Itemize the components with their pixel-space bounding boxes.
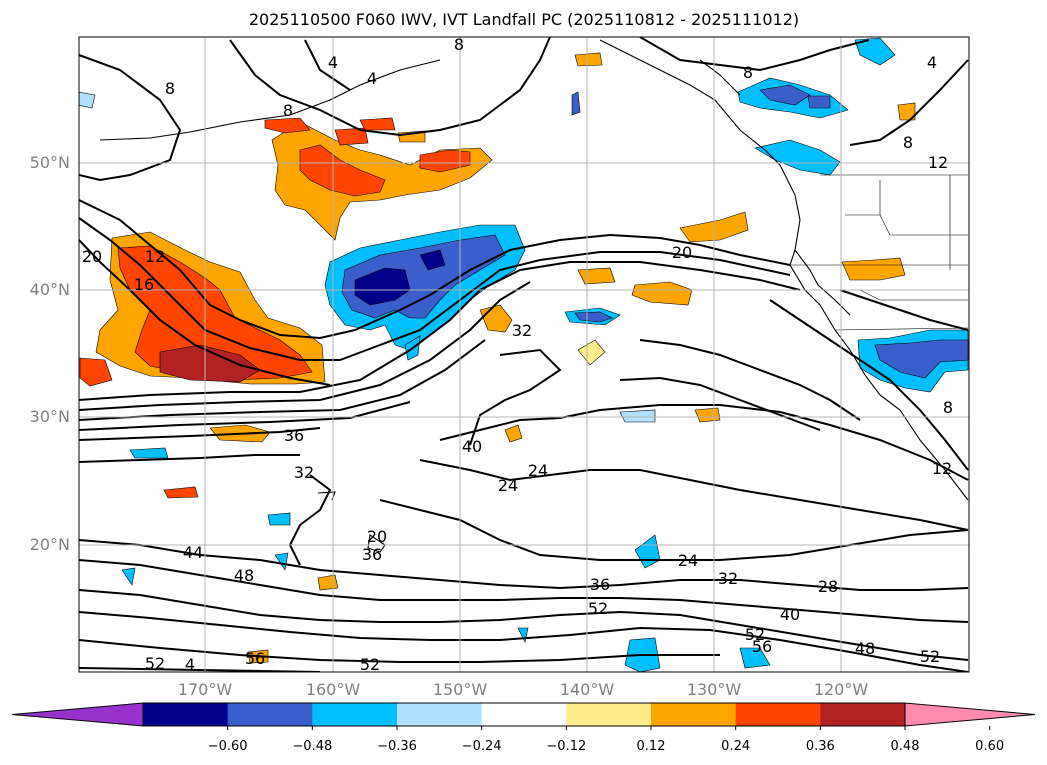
colorbar-extend-max: [904, 702, 1036, 727]
contour-label: 8: [454, 35, 464, 54]
contour-label: 52: [145, 654, 165, 673]
contour-label: 24: [528, 461, 548, 480]
colorbar-tick-label: −0.24: [461, 739, 502, 754]
contour-label: 56: [245, 649, 265, 668]
contour-label: 8: [165, 79, 175, 98]
contour-label: 8: [903, 133, 913, 152]
contour-label: 16: [134, 275, 154, 294]
contour-label: 4: [367, 69, 377, 88]
colorbar-segments: [11, 702, 1036, 730]
contour-label: 28: [818, 577, 838, 596]
contour-label: 4: [927, 53, 937, 72]
colorbar-segment: [227, 703, 313, 726]
contour-label: 20: [367, 527, 387, 546]
map-frame: [78, 36, 970, 673]
contour-label: 52: [745, 625, 765, 644]
contour-label: 8: [943, 398, 953, 417]
contour-label: 44: [183, 543, 203, 562]
contour-label: 12: [928, 153, 948, 172]
map-panel: 8 4 4 8 8 8 4 8 12 20 12 16 20 32 36 40 …: [79, 35, 969, 674]
lon-label-150w: 150°W: [432, 680, 488, 699]
lat-label-40n: 40°N: [29, 280, 70, 299]
lat-label-20n: 20°N: [29, 535, 70, 554]
contour-label: 8: [743, 63, 753, 82]
colorbar-tick-label: −0.48: [292, 739, 333, 754]
contour-label: 40: [462, 437, 482, 456]
colorbar-extend-min: [11, 702, 144, 727]
contour-label: 8: [283, 101, 293, 120]
colorbar-tick-label: 0.24: [721, 739, 751, 754]
contour-label: 40: [780, 605, 800, 624]
colorbar-segment: [481, 703, 567, 726]
colorbar-tick-label: −0.12: [546, 739, 587, 754]
lon-label-120w: 120°W: [813, 680, 869, 699]
contour-label: 24: [498, 476, 518, 495]
colorbar-segment: [397, 703, 483, 726]
colorbar-tick-label: −0.60: [207, 739, 248, 754]
coastlines: [99, 39, 969, 553]
contour-label: 12: [145, 247, 165, 266]
lon-label-160w: 160°W: [305, 680, 361, 699]
contour-label: 52: [360, 655, 380, 674]
contour-label: 52: [588, 599, 608, 618]
contour-label: 52: [920, 647, 940, 666]
figure-title: 2025110500 F060 IWV, IVT Landfall PC (20…: [248, 10, 800, 29]
contour-lines: [79, 37, 969, 672]
lon-label-170w: 170°W: [177, 680, 233, 699]
contour-label: 48: [234, 566, 254, 585]
contour-label: 20: [672, 243, 692, 262]
colorbar-outline: [142, 702, 906, 727]
colorbar: [11, 702, 1036, 730]
colorbar-tick-label: 0.48: [890, 739, 920, 754]
contour-label: 36: [284, 426, 304, 445]
contour-label: 32: [294, 463, 314, 482]
contour-label: 36: [362, 545, 382, 564]
colorbar-segment: [143, 703, 229, 726]
contour-label: 32: [512, 321, 532, 340]
contour-label: 48: [855, 639, 875, 658]
contour-label: 56: [752, 637, 772, 656]
colorbar-tick-label: 0.12: [636, 739, 666, 754]
negative-anomaly-shading: [79, 37, 969, 672]
colorbar-segment: [651, 703, 737, 726]
contour-label: 20: [82, 247, 102, 266]
contour-labels: 8 4 4 8 8 8 4 8 12 20 12 16 20 32 36 40 …: [82, 35, 953, 674]
lon-label-130w: 130°W: [686, 680, 742, 699]
colorbar-segment: [566, 703, 652, 726]
graticule: [79, 37, 969, 672]
contour-label: 32: [718, 569, 738, 588]
lat-label-50n: 50°N: [29, 153, 70, 172]
colorbar-segment: [820, 703, 906, 726]
contour-label: 24: [678, 551, 698, 570]
colorbar-segment: [312, 703, 398, 726]
positive-anomaly-shading: [79, 52, 916, 664]
contour-label: 4: [185, 655, 195, 674]
colorbar-tick-label: −0.36: [377, 739, 417, 754]
lon-label-140w: 140°W: [559, 680, 615, 699]
lat-label-30n: 30°N: [29, 407, 70, 426]
contour-label: 36: [590, 575, 610, 594]
colorbar-segment: [735, 703, 821, 726]
colorbar-tick-label: 0.36: [805, 739, 835, 754]
contour-label: 4: [328, 53, 338, 72]
colorbar-tick-label: 0.60: [975, 739, 1005, 754]
contour-label: 12: [932, 459, 952, 478]
